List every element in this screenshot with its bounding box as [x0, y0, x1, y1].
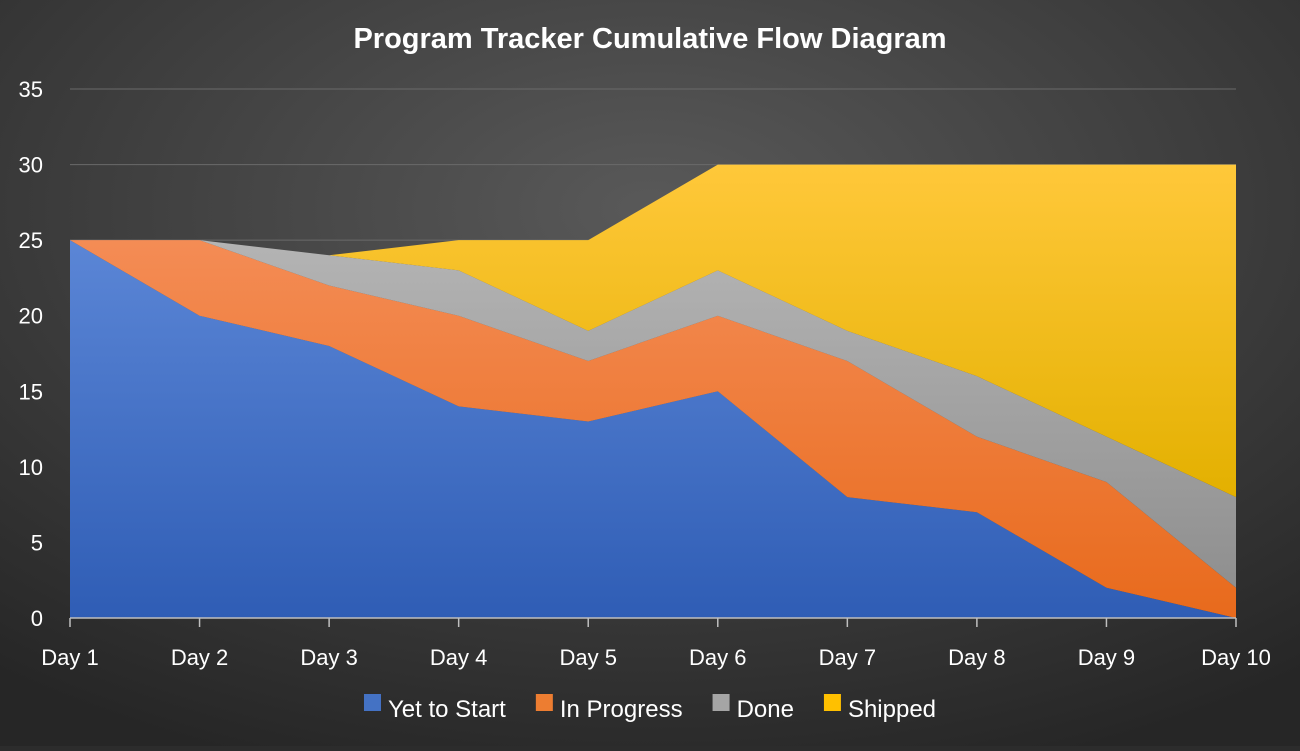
x-tick-label: Day 2	[171, 645, 228, 670]
legend-label: Shipped	[848, 696, 936, 723]
y-tick-label: 15	[19, 379, 43, 404]
legend: Yet to Start In Progress Done Shipped	[363, 694, 936, 723]
area-yet-to-start	[70, 240, 1236, 618]
legend-swatch	[823, 694, 841, 711]
legend-item-shipped: Shipped	[823, 694, 936, 723]
x-tick-label: Day 1	[41, 645, 98, 670]
x-tick-label: Day 6	[689, 645, 746, 670]
legend-label: In Progress	[560, 696, 683, 723]
stacked-areas	[70, 164, 1236, 618]
legend-swatch	[712, 694, 730, 711]
x-tick-label: Day 10	[1201, 645, 1271, 670]
x-tick-label: Day 9	[1078, 645, 1135, 670]
y-tick-label: 35	[19, 77, 43, 102]
y-tick-label: 30	[19, 153, 43, 178]
x-tick-label: Day 3	[300, 645, 357, 670]
axes: 0 5 10 15 20 25 30 35 Day 1 Day 2 Day 3 Day 4 Day 5 D…	[19, 77, 1271, 670]
legend-item-in-progress: In Progress	[535, 694, 683, 723]
x-tick-label: Day 5	[559, 645, 616, 670]
area-shipped	[70, 164, 1236, 498]
area-in-progress	[70, 240, 1236, 618]
area-done	[70, 240, 1236, 588]
legend-swatch	[535, 694, 553, 711]
legend-label: Done	[737, 696, 794, 723]
y-tick-label: 5	[31, 530, 43, 555]
y-tick-label: 0	[31, 606, 43, 631]
legend-item-done: Done	[712, 694, 794, 723]
chart-title: Program Tracker Cumulative Flow Diagram	[353, 23, 946, 55]
x-tick-label: Day 8	[948, 645, 1005, 670]
y-tick-label: 20	[19, 304, 43, 329]
y-tick-label: 25	[19, 228, 43, 253]
legend-swatch	[363, 694, 381, 711]
legend-item-yet-to-start: Yet to Start	[363, 694, 506, 723]
x-tick-label: Day 7	[819, 645, 876, 670]
legend-label: Yet to Start	[388, 696, 506, 723]
y-tick-label: 10	[19, 455, 43, 480]
x-tick-label: Day 4	[430, 645, 487, 670]
